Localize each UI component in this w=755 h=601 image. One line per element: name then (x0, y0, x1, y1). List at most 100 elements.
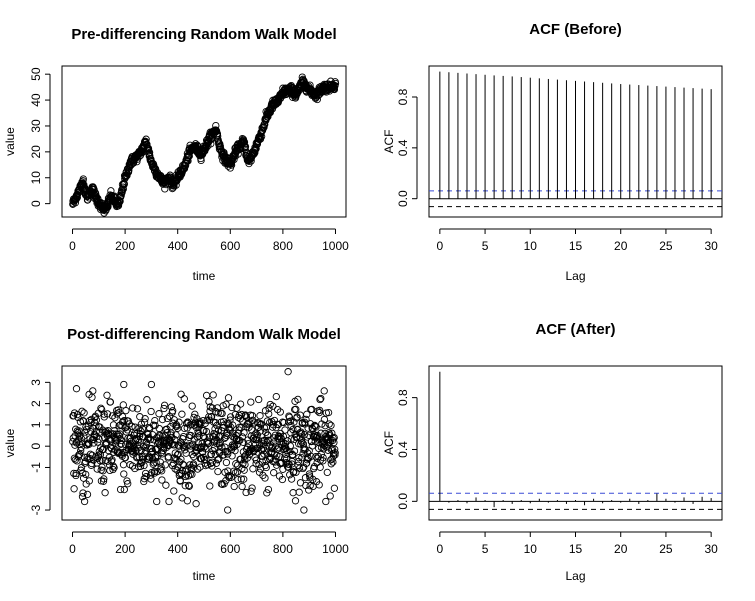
data-point (188, 402, 196, 410)
x-tick-label: 1000 (322, 542, 349, 556)
data-point (131, 423, 139, 431)
data-point (241, 460, 249, 469)
data-point (92, 416, 101, 424)
data-point (212, 459, 221, 467)
data-point (202, 391, 211, 400)
data-point (284, 368, 292, 376)
y-tick-label: 0.0 (396, 190, 410, 207)
data-point (146, 435, 155, 444)
chart-panel-4: ACF (After) Lag ACF 0 5 10 15 20 25 30 0.0 0.4 0.8 (382, 321, 723, 583)
data-point (331, 449, 339, 457)
data-point (297, 430, 305, 438)
data-point (74, 435, 83, 444)
data-point (231, 447, 239, 455)
data-point (74, 413, 82, 422)
data-point (151, 416, 159, 425)
data-point (111, 414, 119, 422)
data-point (145, 147, 153, 155)
data-point (256, 412, 264, 420)
data-point (315, 481, 323, 489)
y-tick-label: 0.0 (396, 493, 410, 510)
data-point (160, 404, 168, 413)
chart-title: Pre-differencing Random Walk Model (71, 26, 336, 43)
data-point (80, 497, 89, 506)
data-point (258, 127, 266, 135)
y-tick-label: 50 (29, 67, 43, 81)
data-point (251, 149, 259, 157)
data-point (300, 506, 308, 514)
y-tick-label: 20 (29, 145, 43, 159)
data-point (278, 475, 287, 484)
data-point (132, 446, 140, 454)
data-point (253, 433, 261, 442)
data-point (79, 489, 87, 497)
x-tick-label: 30 (704, 239, 718, 253)
y-tick-label: 0.4 (396, 139, 410, 156)
data-point (136, 462, 145, 471)
data-point (234, 475, 242, 484)
data-point (185, 481, 193, 490)
data-point (327, 460, 335, 468)
data-point (180, 424, 189, 433)
data-point (169, 407, 177, 415)
y-tick-label: 0.4 (396, 441, 410, 458)
data-point (158, 476, 166, 484)
data-point (280, 418, 288, 427)
x-tick-label: 30 (704, 542, 718, 556)
data-point (302, 459, 311, 467)
data-point (207, 450, 216, 458)
data-point (207, 140, 215, 148)
data-point (275, 452, 283, 461)
data-point (157, 463, 165, 471)
data-point (317, 429, 325, 437)
data-point (247, 487, 255, 495)
data-point (98, 463, 106, 471)
data-point (116, 430, 124, 438)
data-point (260, 450, 268, 458)
data-point (160, 401, 169, 409)
data-point (116, 197, 124, 205)
data-point (316, 463, 324, 471)
data-point (110, 463, 118, 472)
x-axis-label: time (193, 269, 216, 283)
plot-frame (428, 365, 723, 521)
data-point (281, 426, 289, 434)
data-point (221, 447, 229, 456)
x-tick-label: 15 (569, 239, 583, 253)
data-point (164, 453, 173, 461)
data-point (214, 456, 222, 464)
data-point (189, 460, 198, 468)
data-point (304, 424, 312, 432)
data-point (122, 406, 130, 415)
data-point (227, 473, 235, 481)
data-point (242, 488, 250, 497)
x-tick-label: 800 (273, 239, 293, 253)
data-point (73, 457, 81, 465)
data-point (117, 191, 125, 200)
x-tick-label: 10 (524, 239, 538, 253)
data-point (299, 450, 307, 458)
data-point (85, 417, 94, 425)
data-point (254, 444, 262, 452)
data-point (266, 108, 274, 117)
data-point (216, 142, 224, 150)
data-point (259, 471, 267, 480)
data-point (249, 465, 257, 473)
data-point (289, 489, 297, 497)
data-point (226, 472, 234, 480)
x-axis-label: time (193, 569, 216, 583)
data-point (153, 497, 161, 506)
data-point (222, 400, 230, 408)
data-point (196, 463, 204, 471)
y-axis-label: value (3, 428, 17, 457)
x-tick-label: 20 (614, 542, 628, 556)
x-tick-label: 5 (482, 239, 489, 253)
data-point (236, 400, 245, 408)
x-tick-label: 5 (482, 542, 489, 556)
data-point (305, 486, 313, 494)
x-tick-label: 600 (220, 239, 240, 253)
data-point (116, 435, 124, 443)
data-point (124, 480, 132, 488)
data-point (180, 395, 188, 403)
